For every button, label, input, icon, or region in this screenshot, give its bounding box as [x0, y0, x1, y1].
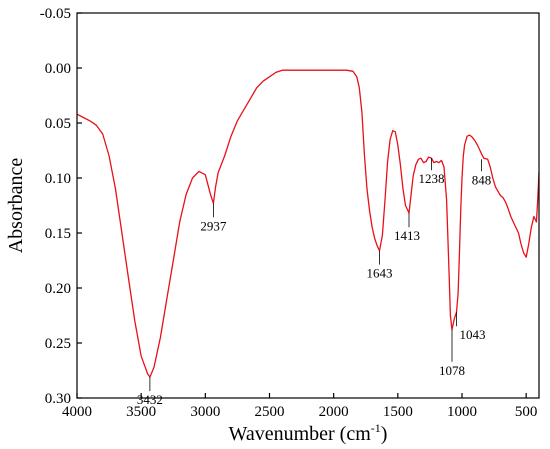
peak-label-1078: 1078: [439, 363, 465, 378]
x-tick-label: 4000: [62, 404, 92, 420]
peak-label-3432: 3432: [137, 392, 163, 407]
peak-label-1043: 1043: [459, 327, 485, 342]
y-tick-label: 0.05: [45, 116, 71, 132]
x-tick-label: 3000: [190, 404, 220, 420]
y-tick-label: -0.05: [40, 6, 71, 22]
x-tick-label: 2500: [255, 404, 285, 420]
x-tick-label: 500: [515, 404, 538, 420]
y-tick-label: 0.25: [45, 336, 71, 352]
y-tick-label: 0.00: [45, 61, 71, 77]
y-tick-label: 0.15: [45, 226, 71, 242]
y-tick-label: 0.10: [45, 171, 71, 187]
y-axis-title: Absorbance: [5, 158, 27, 254]
peak-label-1238: 1238: [418, 171, 444, 186]
x-axis-title-main: Wavenumber (cm: [229, 423, 372, 445]
absorbance-series-line: [76, 69, 540, 378]
series-layer: [76, 69, 540, 378]
y-axis-ticks: -0.05 0.00 0.05 0.10 0.15 0.20 0.25 0.30: [40, 6, 82, 407]
x-axis-title: Wavenumber (cm-1): [229, 421, 388, 445]
x-tick-label: 1000: [447, 404, 477, 420]
peak-label-1643: 1643: [366, 266, 392, 281]
x-axis-title-superscript: -1: [371, 421, 381, 435]
y-tick-label: 0.20: [45, 281, 71, 297]
x-axis-ticks: 4000 3500 3000 2500 2000 1500 1000 500: [62, 393, 537, 420]
plot-frame: [76, 12, 540, 399]
peak-label-1413: 1413: [394, 228, 420, 243]
x-tick-label: 3500: [126, 404, 156, 420]
x-axis-title-close: ): [381, 423, 388, 445]
peak-annotations: 3432 2937 1643 1413 1238 1078 1043 848: [137, 158, 491, 407]
x-tick-label: 1500: [383, 404, 413, 420]
y-tick-label: 0.30: [45, 391, 71, 407]
peak-label-848: 848: [472, 172, 492, 187]
peak-label-2937: 2937: [200, 218, 227, 233]
x-tick-label: 2000: [319, 404, 349, 420]
